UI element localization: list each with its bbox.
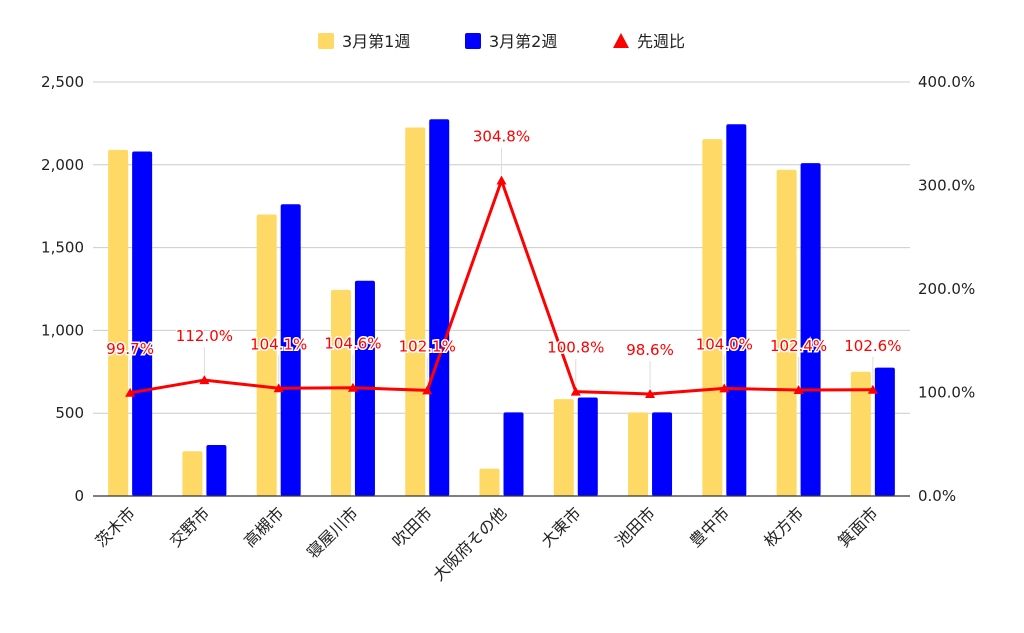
y-left-tick-label: 0 xyxy=(74,487,84,505)
ratio-marker xyxy=(422,385,433,395)
ratio-marker xyxy=(347,382,358,392)
ratio-marker xyxy=(719,383,730,393)
category-label: 池田市 xyxy=(611,503,658,550)
y-left-tick-label: 2,500 xyxy=(41,73,84,91)
bar-1 xyxy=(553,399,574,496)
bar-1 xyxy=(256,214,277,497)
bar-2 xyxy=(800,163,821,497)
category-label: 寝屋川市 xyxy=(303,503,362,562)
data-label: 104.1% xyxy=(250,335,307,353)
data-label: 99.7% xyxy=(106,340,154,358)
category-label: 箕面市 xyxy=(834,503,881,550)
bar-1 xyxy=(776,169,797,496)
category-label: 枚方市 xyxy=(760,503,807,550)
bar-2 xyxy=(874,367,895,496)
ratio-marker xyxy=(793,385,804,395)
bar-1 xyxy=(850,371,871,496)
bar-1 xyxy=(628,412,649,496)
y-left-tick-label: 2,000 xyxy=(41,156,84,174)
bars xyxy=(108,119,895,497)
category-label: 大東市 xyxy=(537,503,584,550)
y-right-tick-label: 400.0% xyxy=(918,73,975,91)
bar-2 xyxy=(429,119,450,496)
data-label: 100.8% xyxy=(547,339,604,357)
bar-1 xyxy=(702,139,723,496)
data-label: 102.1% xyxy=(399,337,456,355)
y-right-tick-label: 200.0% xyxy=(918,280,975,298)
ratio-line: 99.7% 112.0% 104.1% 104.6% 102.1% 304.8% 100.8… xyxy=(105,126,903,398)
data-label: 112.0% xyxy=(176,327,233,345)
legend-swatch xyxy=(465,33,481,49)
legend-swatch xyxy=(318,33,334,49)
bar-2 xyxy=(280,204,301,496)
ratio-marker xyxy=(570,386,581,396)
y-left-tick-label: 1,500 xyxy=(41,239,84,257)
bar-1 xyxy=(182,451,203,496)
category-label: 豊中市 xyxy=(686,503,733,550)
ratio-line-path xyxy=(129,179,873,396)
category-label: 吹田市 xyxy=(389,503,436,550)
ratio-marker xyxy=(496,175,507,185)
bar-1 xyxy=(108,149,129,496)
bar-2 xyxy=(577,397,598,496)
data-label: 104.0% xyxy=(696,335,753,353)
data-label: 98.6% xyxy=(626,341,674,359)
y-left-tick-label: 1,000 xyxy=(41,321,84,339)
y-left-tick-label: 500 xyxy=(55,404,84,422)
ratio-marker xyxy=(199,375,210,385)
legend-label: 先週比 xyxy=(637,32,685,51)
bar-1 xyxy=(330,289,351,496)
bar-2 xyxy=(503,412,524,496)
ratio-marker xyxy=(645,388,656,398)
y-right-tick-label: 0.0% xyxy=(918,487,956,505)
legend-swatch xyxy=(613,33,629,48)
data-label: 104.6% xyxy=(324,335,381,353)
bar-2 xyxy=(132,151,153,496)
bar-1 xyxy=(405,127,426,496)
bar-2 xyxy=(652,412,673,496)
bar-2 xyxy=(206,444,227,496)
grid-lines xyxy=(93,81,910,414)
ratio-marker xyxy=(273,383,284,393)
bar-1 xyxy=(479,468,500,496)
category-label: 交野市 xyxy=(166,503,213,550)
category-label: 茨木市 xyxy=(92,503,139,550)
category-label: 高槻市 xyxy=(240,503,287,550)
legend-label: 3月第2週 xyxy=(489,32,557,51)
category-label: 大阪府その他 xyxy=(429,503,510,584)
legend-label: 3月第1週 xyxy=(342,32,410,51)
data-label: 102.4% xyxy=(770,337,827,355)
y-right-tick-label: 300.0% xyxy=(918,177,975,195)
ratio-marker xyxy=(125,387,136,397)
legend: 3月第1週 3月第2週 先週比 xyxy=(318,32,685,51)
y-right-tick-label: 100.0% xyxy=(918,384,975,402)
data-label: 102.6% xyxy=(844,337,901,355)
data-label: 304.8% xyxy=(473,128,530,146)
bar-2 xyxy=(726,124,747,496)
ratio-marker xyxy=(867,384,878,394)
